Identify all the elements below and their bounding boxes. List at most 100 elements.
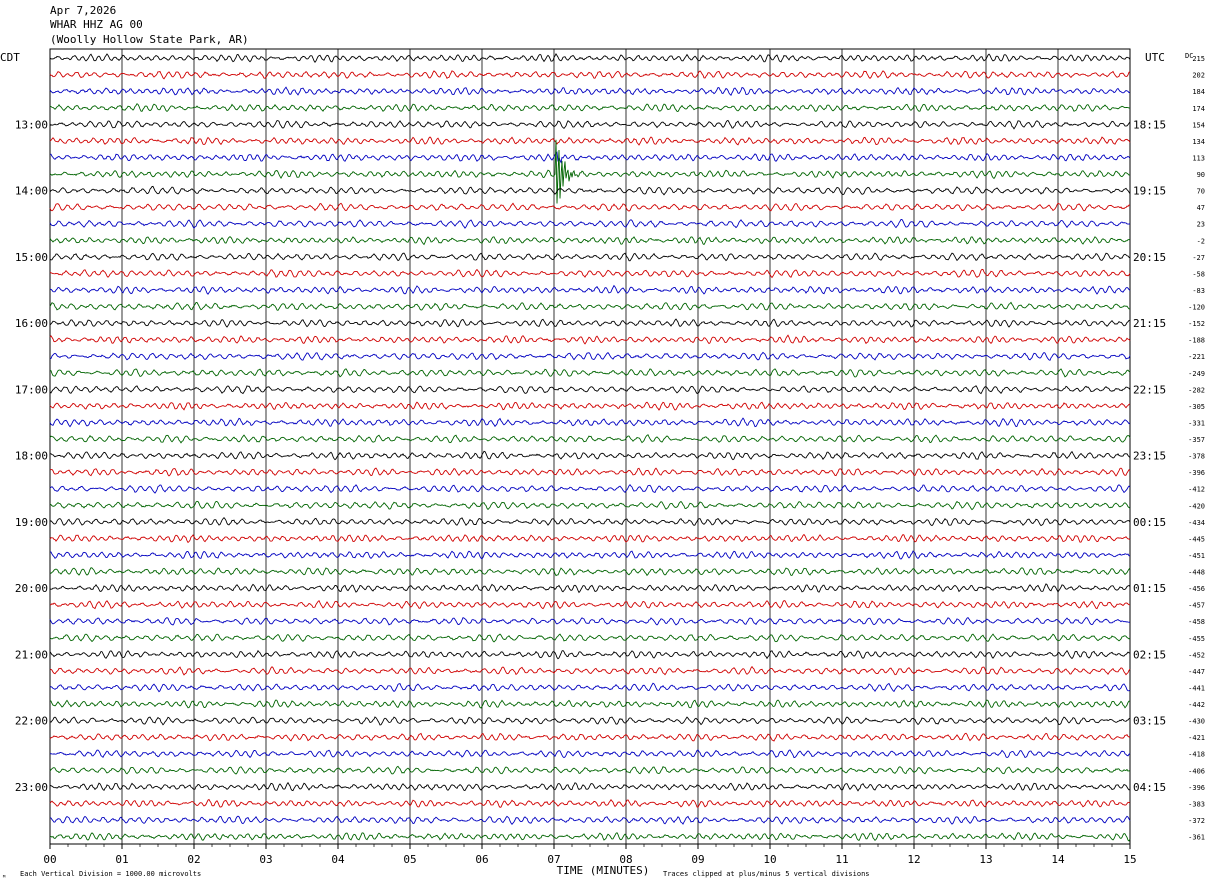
dc-offset-label: -221 (1188, 353, 1205, 361)
x-tick-label: 11 (835, 853, 848, 866)
seismic-trace (49, 86, 1131, 97)
seismic-trace (49, 500, 1131, 511)
seismic-trace (49, 434, 1131, 444)
dc-offset-label: -249 (1188, 370, 1205, 378)
seismic-trace (49, 682, 1131, 693)
dc-offset-label: 184 (1192, 88, 1205, 96)
seismic-trace (49, 417, 1131, 428)
dc-offset-label: 113 (1192, 154, 1205, 162)
seismic-trace (49, 832, 1131, 842)
seismic-trace (49, 765, 1131, 775)
right-hour-label: 21:15 (1133, 317, 1166, 330)
seismic-trace (49, 600, 1131, 610)
dc-offset-label: 23 (1197, 221, 1205, 229)
seismic-trace (49, 368, 1131, 378)
seismic-trace (49, 52, 1131, 64)
x-tick-label: 09 (691, 853, 704, 866)
seismic-trace (49, 385, 1131, 395)
dc-offset-label: -455 (1188, 635, 1205, 643)
dc-offset-label: -421 (1188, 734, 1205, 742)
dc-label: DC (1185, 52, 1193, 60)
left-hour-label: 21:00 (15, 648, 48, 661)
plot-date: Apr 7,2026 (50, 4, 117, 17)
dc-offset-label: -430 (1188, 718, 1205, 726)
dc-offset-label: -457 (1188, 602, 1205, 610)
right-hour-label: 23:15 (1133, 450, 1166, 463)
seismic-trace (49, 318, 1131, 328)
left-hour-label: 23:00 (15, 781, 48, 794)
seismic-trace (49, 202, 1131, 212)
seismic-trace (49, 185, 1131, 196)
seismic-trace (49, 699, 1131, 709)
seismic-trace (49, 139, 1131, 204)
seismic-trace (49, 484, 1131, 494)
left-hour-label: 14:00 (15, 185, 48, 198)
station-name: (Woolly Hollow State Park, AR) (50, 33, 249, 46)
minute-grid (49, 48, 1131, 849)
seismic-traces (49, 52, 1131, 842)
dc-offset-label: -120 (1188, 304, 1205, 312)
seismic-trace (49, 749, 1131, 759)
seismic-trace (49, 617, 1131, 626)
dc-offset-label: -357 (1188, 436, 1205, 444)
seismic-trace (49, 103, 1131, 112)
dc-offset-label: -406 (1188, 767, 1205, 775)
x-tick-label: 06 (475, 853, 488, 866)
dc-offset-label: -396 (1188, 784, 1205, 792)
dc-offset-label: -152 (1188, 320, 1205, 328)
left-hour-label: 16:00 (15, 317, 48, 330)
dc-offset-label: 154 (1192, 121, 1205, 129)
clip-note: Traces clipped at plus/minus 5 vertical … (663, 870, 870, 878)
x-tick-label: 03 (259, 853, 272, 866)
dc-offset-label: 134 (1192, 138, 1205, 146)
dc-offset-label: -188 (1188, 337, 1205, 345)
seismic-trace (49, 119, 1131, 130)
seismic-trace (49, 401, 1131, 411)
x-axis-title: TIME (MINUTES) (557, 864, 650, 877)
right-hour-label: 02:15 (1133, 648, 1166, 661)
seismic-trace (49, 467, 1131, 477)
left-hour-label: 13:00 (15, 118, 48, 131)
channel-id: WHAR HHZ AG 00 (50, 18, 143, 31)
x-tick-label: 01 (115, 853, 128, 866)
seismic-trace (49, 268, 1131, 279)
x-tick-label: 14 (1051, 853, 1065, 866)
seismic-trace (49, 151, 1131, 164)
x-tick-label: 13 (979, 853, 992, 866)
right-hour-label: 22:15 (1133, 383, 1166, 396)
dc-offset-label: -451 (1188, 552, 1205, 560)
dc-offset-label: 202 (1192, 72, 1205, 80)
seismic-trace (49, 716, 1131, 726)
seismic-trace (49, 533, 1131, 544)
x-tick-label: 15 (1123, 853, 1136, 866)
seismic-trace (49, 798, 1131, 808)
dc-offset-label: -27 (1192, 254, 1205, 262)
seismic-trace (49, 351, 1131, 361)
x-tick-label: 02 (187, 853, 200, 866)
dc-offset-label: 174 (1192, 105, 1205, 113)
left-hour-label: 20:00 (15, 582, 48, 595)
seismic-trace (49, 633, 1131, 643)
dc-offset-label: -331 (1188, 419, 1205, 427)
seismic-trace (49, 236, 1131, 246)
dc-offset-label: -447 (1188, 668, 1205, 676)
seismic-trace (49, 450, 1131, 461)
dc-offset-label: -448 (1188, 569, 1205, 577)
seismic-trace (49, 334, 1131, 345)
x-tick-label: 12 (907, 853, 920, 866)
seismic-trace (49, 665, 1131, 676)
right-hour-label: 19:15 (1133, 185, 1166, 198)
seismic-trace (49, 583, 1131, 594)
seismic-trace (49, 218, 1131, 229)
dc-offset-label: -383 (1188, 800, 1205, 808)
right-hour-label: 04:15 (1133, 781, 1166, 794)
dc-offset-label: 90 (1197, 171, 1205, 179)
x-tick-label: 05 (403, 853, 416, 866)
dc-offset-label: -434 (1188, 519, 1205, 527)
seismic-trace (49, 567, 1131, 577)
x-tick-label: 10 (763, 853, 776, 866)
seismic-trace (49, 649, 1131, 660)
dc-offset-label: -2 (1197, 237, 1205, 245)
axis-labels: CDT UTC DC 13:00 14:00 15:00 16:00 17:00 18:00 19… (0, 51, 1205, 882)
